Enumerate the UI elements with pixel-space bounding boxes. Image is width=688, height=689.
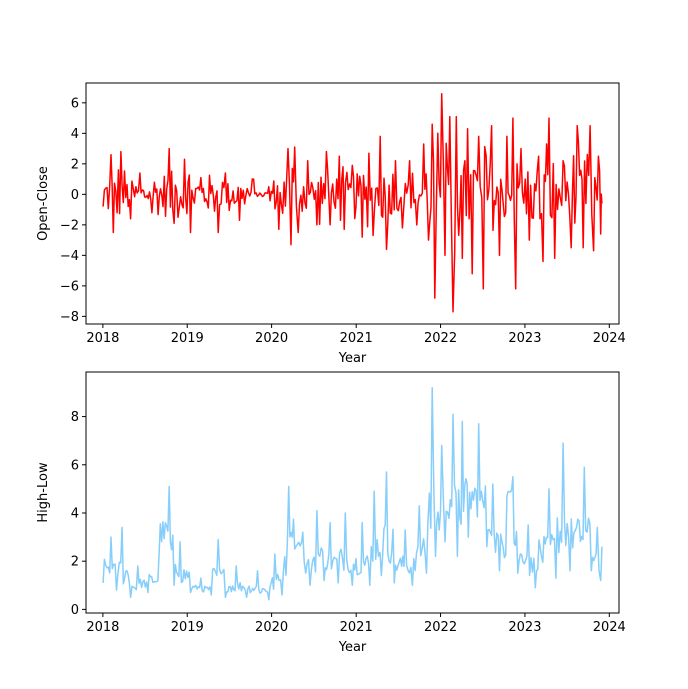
open-close-x-tick-label: 2018 (86, 331, 119, 346)
open-close-x-tick-label: 2022 (424, 331, 457, 346)
open-close-plot-frame (85, 82, 620, 325)
open-close-x-tick-label: 2019 (171, 331, 204, 346)
high-low-x-tick-label: 2023 (508, 620, 541, 635)
high-low-x-tick-label: 2021 (340, 620, 373, 635)
high-low-chart: 2018 2019 2020 2021 2022 2023 2024 8 6 4 2 0 Year Hig… (36, 371, 626, 655)
open-close-y-tick-label: −6 (60, 279, 79, 294)
open-close-x-tick-label: 2021 (340, 331, 373, 346)
high-low-plot-frame (85, 371, 620, 614)
open-close-y-axis-label: Open-Close (36, 166, 51, 241)
high-low-series-line (102, 386, 603, 601)
open-close-y-tick-label: 0 (71, 188, 79, 203)
high-low-x-axis-label: Year (338, 640, 367, 655)
open-close-y-tick-label: −2 (60, 218, 79, 233)
high-low-x-tick-label: 2024 (593, 620, 626, 635)
open-close-y-tick-label: 6 (71, 96, 79, 111)
open-close-x-tick-label: 2024 (593, 331, 626, 346)
open-close-x-tick-label: 2020 (255, 331, 288, 346)
high-low-y-tick-label: 2 (71, 555, 79, 570)
open-close-y-tick-label: 4 (71, 127, 79, 142)
high-low-y-tick-label: 0 (71, 603, 79, 618)
high-low-y-axis-label: High-Low (36, 462, 51, 523)
high-low-x-tick-label: 2022 (424, 620, 457, 635)
high-low-x-tick-label: 2020 (255, 620, 288, 635)
high-low-x-tick-label: 2019 (171, 620, 204, 635)
open-close-y-tick-label: 2 (71, 157, 79, 172)
open-close-y-tick-label: −8 (60, 310, 79, 325)
high-low-y-tick-label: 4 (71, 506, 79, 521)
open-close-x-tick-label: 2023 (508, 331, 541, 346)
open-close-x-axis-label: Year (338, 351, 367, 366)
high-low-x-tick-label: 2018 (86, 620, 119, 635)
open-close-chart: 2018 2019 2020 2021 2022 2023 2024 6 4 2 0 −2 −4 −6 −8… (36, 82, 626, 366)
high-low-y-tick-label: 6 (71, 458, 79, 473)
open-close-series-line (102, 92, 603, 313)
high-low-y-tick-label: 8 (71, 410, 79, 425)
open-close-y-tick-label: −4 (60, 249, 79, 264)
